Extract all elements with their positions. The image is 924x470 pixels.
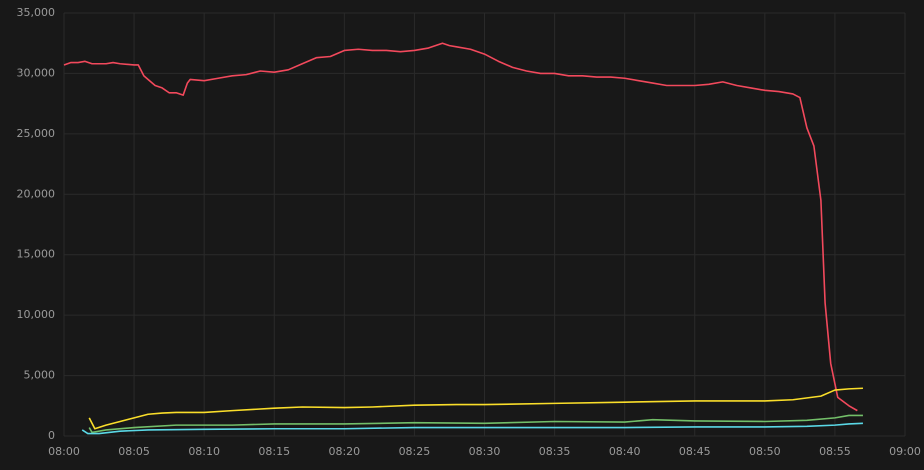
x-tick-label: 08:25	[399, 445, 431, 458]
x-tick-label: 08:10	[188, 445, 220, 458]
x-tick-label: 08:30	[469, 445, 501, 458]
series-line	[88, 387, 863, 430]
series-line	[81, 422, 863, 435]
x-tick-label: 09:00	[889, 445, 921, 458]
y-tick-label: 35,000	[17, 6, 56, 19]
y-tick-label: 30,000	[17, 66, 56, 79]
x-tick-label: 08:15	[258, 445, 290, 458]
x-tick-label: 08:50	[749, 445, 781, 458]
x-tick-label: 08:20	[328, 445, 360, 458]
x-tick-label: 08:55	[819, 445, 851, 458]
x-tick-label: 08:40	[609, 445, 641, 458]
y-tick-label: 0	[48, 429, 55, 442]
x-tick-label: 08:45	[679, 445, 711, 458]
series-line	[88, 414, 863, 434]
x-tick-label: 08:00	[48, 445, 80, 458]
y-tick-label: 15,000	[17, 248, 56, 261]
x-tick-label: 08:35	[539, 445, 571, 458]
y-tick-label: 5,000	[24, 369, 56, 382]
y-tick-label: 10,000	[17, 308, 56, 321]
x-tick-label: 08:05	[118, 445, 150, 458]
series-line	[63, 42, 858, 412]
y-tick-label: 20,000	[17, 187, 56, 200]
y-tick-label: 25,000	[17, 127, 56, 140]
